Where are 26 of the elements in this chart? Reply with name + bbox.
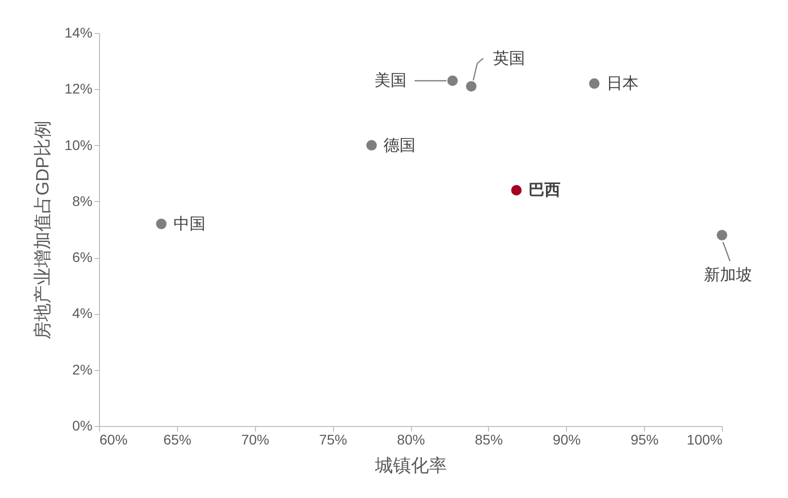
y-tick-label: 14% [64,24,92,40]
legend-label: 英国 [493,49,526,68]
x-tick-label: 60% [100,432,128,448]
x-tick-label: 70% [241,432,270,448]
series-label: 中国 [173,214,206,233]
y-tick-label: 2% [72,361,92,378]
x-tick-label: 75% [319,432,348,448]
x-tick-label: 95% [630,432,659,448]
y-tick-label: 6% [72,249,92,266]
x-tick-label: 65% [163,432,192,448]
text: 美国 [374,72,407,90]
y-tick-label: 12% [64,80,92,97]
series-label: 德国 [384,137,416,154]
y-tick-label: 8% [72,192,92,209]
y-axis-title: 房地产业增加值占GDP比例 [32,120,52,340]
x-tick-label: 90% [552,432,581,448]
series-label: 巴西 [528,182,560,200]
y-tick-label: 10% [64,136,92,153]
series-label: 新加坡 [704,266,752,284]
y-tick-label: 0% [72,418,92,434]
x-axis-title: 城镇化率 [374,456,447,476]
x-tick-label: 80% [396,432,426,448]
x-tick-label: 100% [686,432,722,448]
x-tick-label: 85% [474,432,503,448]
y-tick-label: 4% [72,305,92,322]
series-label: 日本 [606,74,638,93]
